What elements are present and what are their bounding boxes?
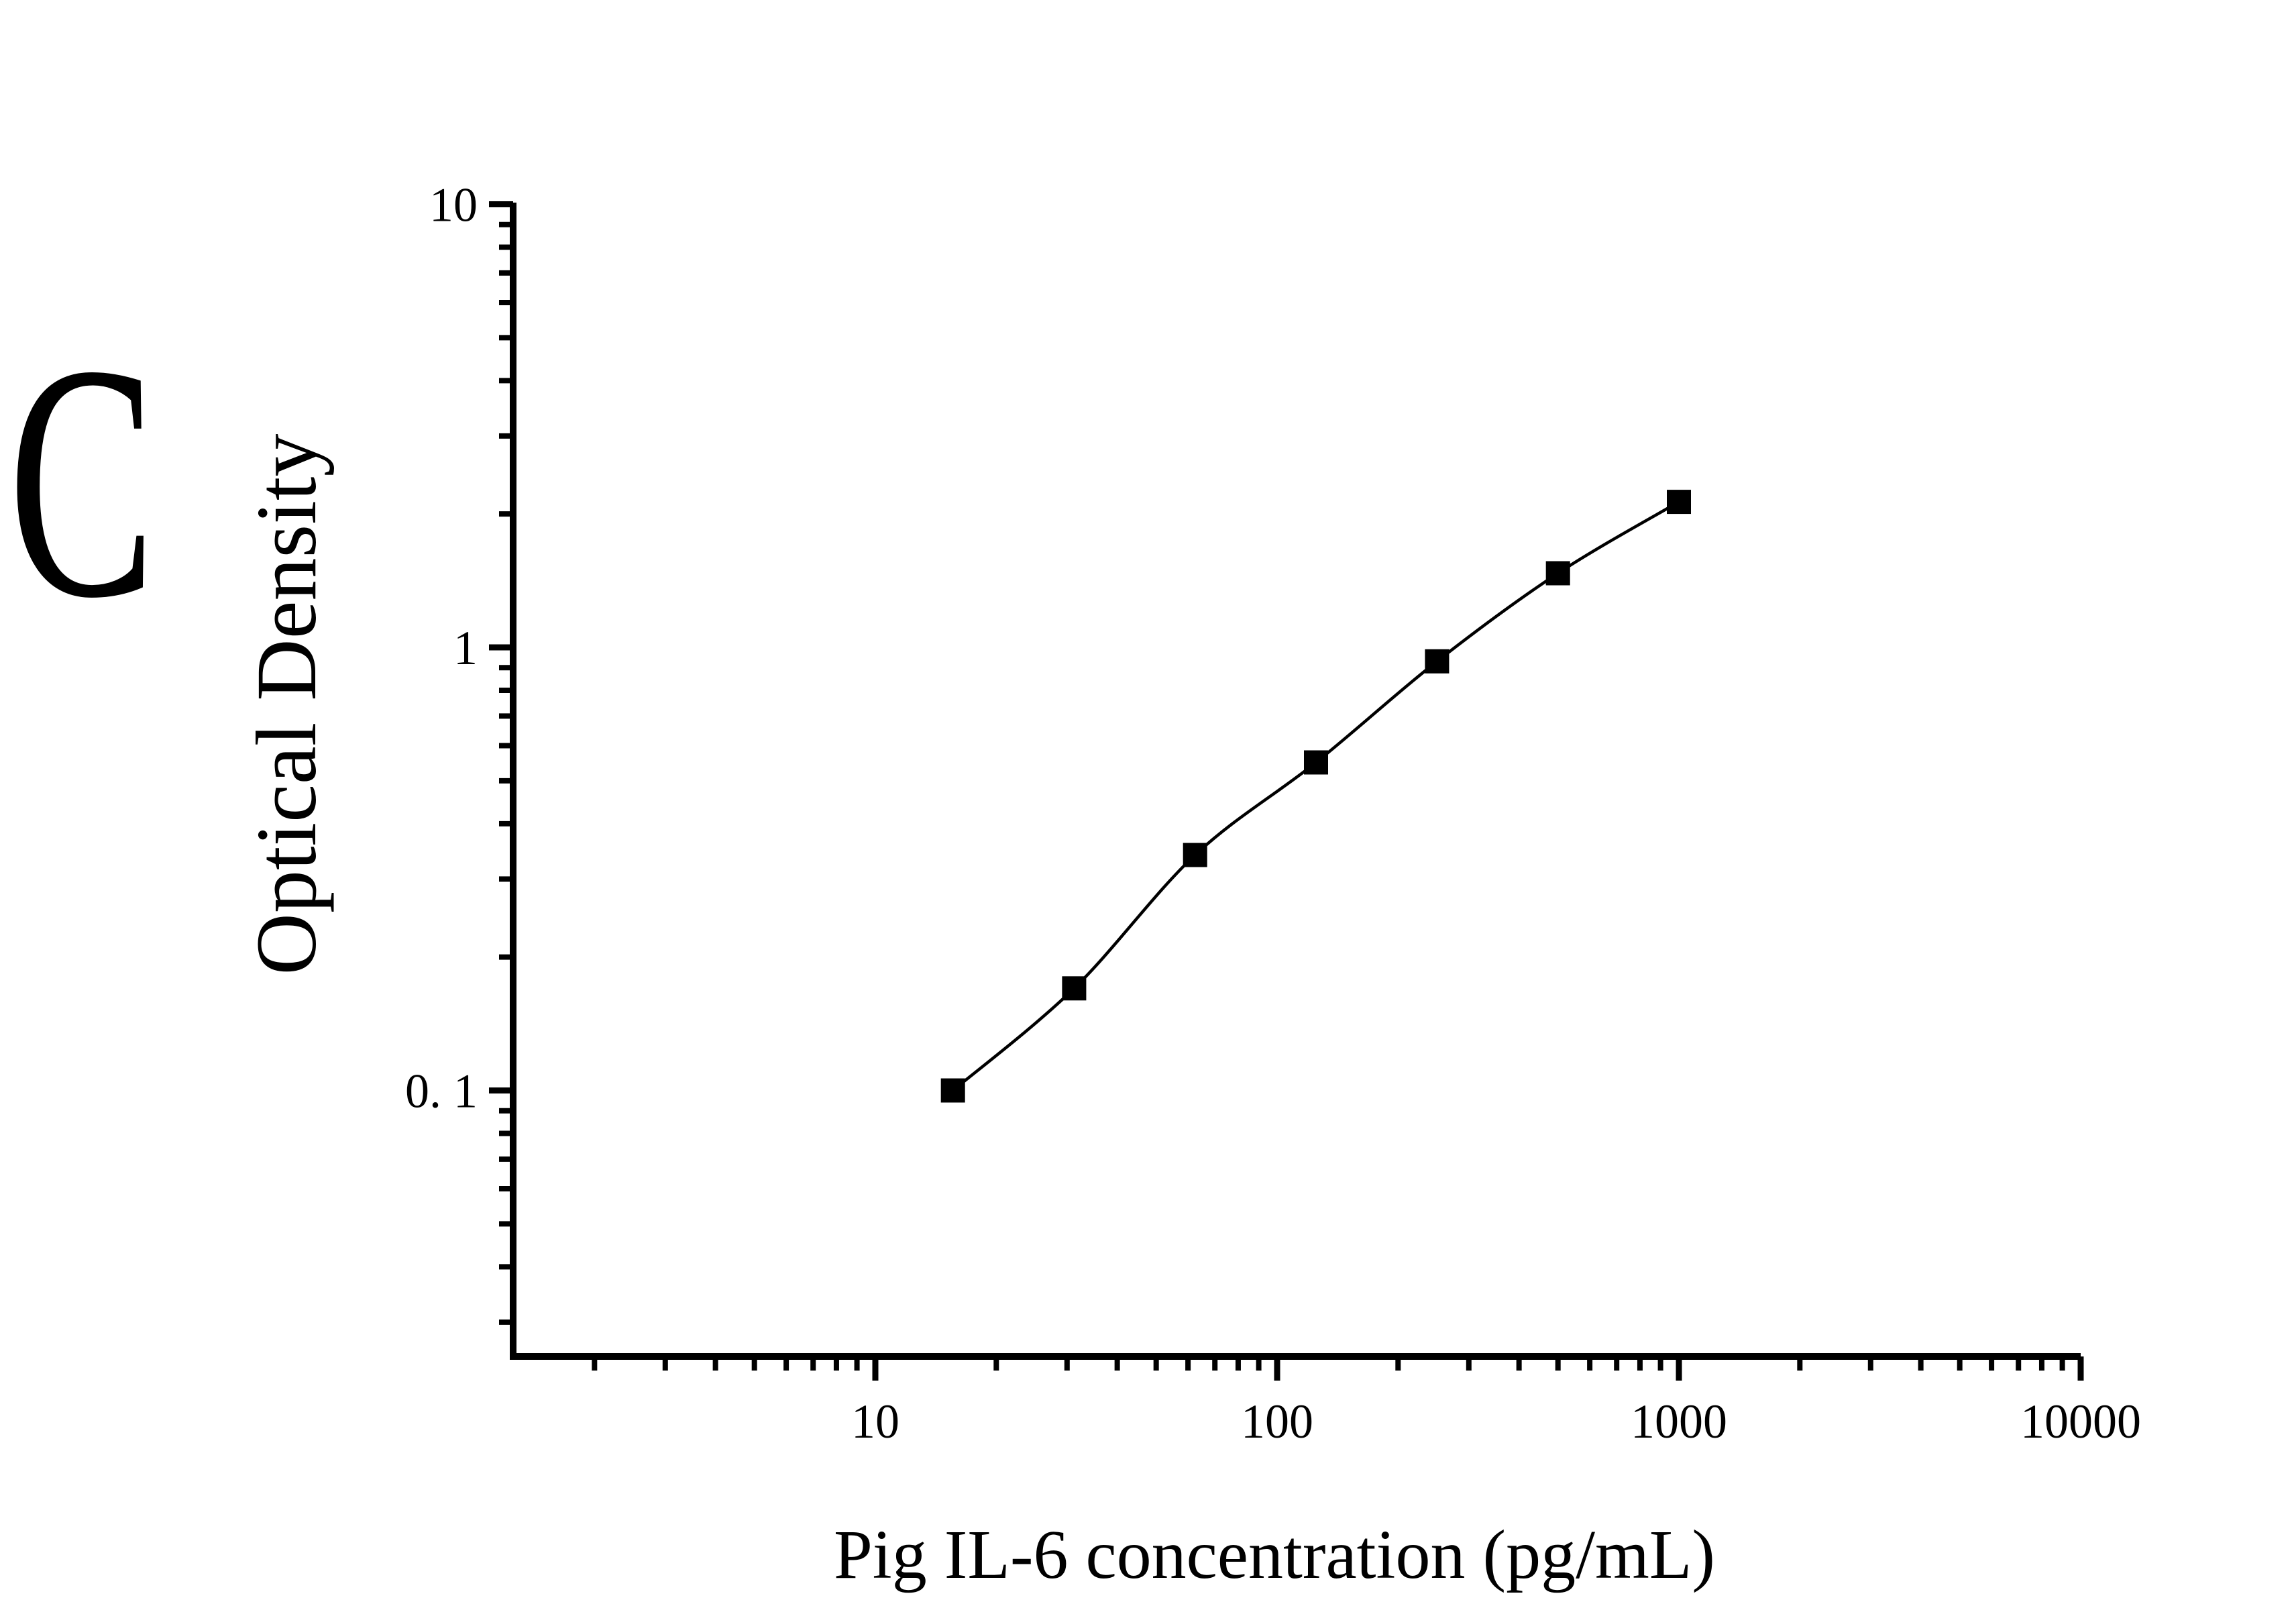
x-tick-label: 1000 [1631,1395,1727,1448]
data-point-marker [1062,976,1087,1001]
standard-curve-line [952,500,1680,1092]
data-point-marker [940,1078,965,1103]
y-tick-label: 1 [453,621,478,675]
axes [510,203,2081,1360]
x-tick-label: 10000 [2020,1395,2141,1448]
tick-marks [489,201,2084,1381]
tick-labels: 10 100 1000 10000 10 1 0. 1 [405,178,2141,1449]
data-point-marker [1667,490,1691,515]
data-point-marker [1425,649,1450,674]
x-tick-label: 100 [1241,1395,1313,1448]
x-tick-label: 10 [851,1395,899,1448]
panel-label: C [8,296,156,667]
data-point-marker [1545,561,1570,586]
data-series [940,490,1691,1103]
y-tick-label: 0. 1 [405,1065,478,1118]
y-axis-title: Optical Density [239,434,334,975]
data-point-marker [1304,750,1328,775]
data-point-marker [1183,843,1207,867]
axis-spines [510,203,2081,1360]
y-tick-label: 10 [429,178,478,232]
x-axis-title: Pig IL-6 concentration (pg/mL) [834,1516,1715,1593]
